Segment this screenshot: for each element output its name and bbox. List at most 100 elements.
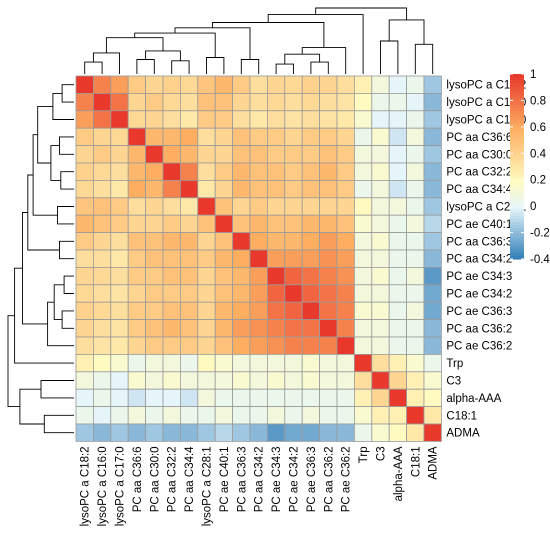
row-label: PC aa C36:6 [446,132,512,144]
legend-gradient-segment [510,104,524,109]
heatmap-cell [93,388,112,408]
heatmap-cell [110,319,129,338]
heatmap-cell [110,214,129,233]
heatmap-cell [197,145,216,164]
heatmap-cell [371,284,390,303]
heatmap-cell [179,145,199,164]
heatmap-cell [406,284,425,303]
legend-gradient-segment [510,197,524,202]
heatmap-cell [371,162,390,181]
heatmap-cell [127,319,146,338]
legend-tick-label: -0.4 [530,254,550,266]
legend-tick-label: 0 [530,201,536,213]
heatmap-cell [197,388,216,408]
heatmap-cell [319,284,338,303]
heatmap-cell [423,423,442,442]
heatmap-cell [319,93,338,112]
dendrogram-branch [43,414,74,434]
heatmap-cell [145,232,164,251]
heatmap-cell [162,371,181,390]
heatmap-cell [406,110,425,129]
legend-gradient-segment [510,222,524,226]
legend-gradient-segment [510,191,524,195]
heatmap-cell [145,197,164,216]
heatmap-cell [232,423,251,442]
heatmap-cell [319,75,338,94]
column-labels: lysoPC a C18:2 lysoPC a C16:0 lysoPC a C17… [80,446,440,526]
heatmap-cell [336,353,355,373]
heatmap-cell [284,266,303,286]
heatmap-cell [93,301,112,321]
column-label: PC ae C34:3 [271,446,283,512]
heatmap-cell [266,232,286,251]
legend-gradient-segment [510,212,524,217]
heatmap-cell [266,249,286,268]
row-label: PC ae C36:3 [446,306,512,318]
heatmap-cell [197,197,216,216]
heatmap-cell [423,145,442,164]
heatmap-cell [214,179,233,199]
heatmap-cell [197,110,216,129]
heatmap-cell [284,75,303,94]
legend-gradient-segment [510,138,524,143]
heatmap-cell [179,197,199,216]
heatmap-cell [197,93,216,112]
heatmap-cell [301,249,321,268]
heatmap-cell [214,127,233,146]
heatmap-cell [266,197,286,216]
legend-gradient-segment [510,157,524,161]
heatmap-cell [266,75,286,94]
heatmap-cell [423,110,442,129]
heatmap-cell [353,214,373,233]
heatmap-cell [179,301,199,321]
heatmap-cell [110,127,129,146]
heatmap-cell [145,249,164,268]
heatmap-cell [214,214,233,233]
heatmap-cell [371,371,390,390]
heatmap-cell [284,179,303,199]
heatmap-cell [110,388,129,408]
heatmap-cell [145,266,164,286]
heatmap-cell [232,406,251,425]
heatmap-cell [145,75,164,94]
row-label: lysoPC a C28:1 [446,202,526,214]
heatmap-cell [406,388,425,408]
row-label: Trp [446,358,463,370]
row-label: PC aa C34:2 [446,254,512,266]
heatmap-cell [197,127,216,146]
legend-gradient-segment [510,132,524,137]
dendrogram-branch [53,284,65,321]
heatmap-cell [423,249,442,268]
heatmap-cell [145,162,164,181]
heatmap-cell [336,179,355,199]
heatmap-cell [145,93,164,112]
heatmap-cell [93,266,112,286]
heatmap-cells [75,75,442,442]
column-label: alpha-AAA [393,446,405,501]
column-label: lysoPC a C28:1 [202,446,214,526]
legend-gradient-segment [510,114,524,118]
legend-gradient-segment [510,148,524,152]
heatmap-cell [197,336,216,355]
heatmap-cell [127,75,146,94]
heatmap-cell [423,127,442,146]
heatmap-cell [145,336,164,355]
heatmap-cell [75,214,94,233]
heatmap-cell [266,388,286,408]
heatmap-cell [406,301,425,321]
legend-gradient-segment [510,77,524,81]
heatmap-cell [179,371,199,390]
heatmap-cell [93,319,112,338]
dendrogram-branch [32,134,58,216]
legend-gradient-segment [510,135,524,140]
column-dendrogram [84,7,434,74]
heatmap-cell [353,232,373,251]
heatmap-cell [423,336,442,355]
heatmap-cell [110,423,129,442]
heatmap-cell [127,179,146,199]
heatmap-cell [336,249,355,268]
heatmap-cell [75,423,94,442]
heatmap-cell [353,249,373,268]
legend-gradient-segment [510,185,524,189]
row-label: C18:1 [446,410,477,422]
